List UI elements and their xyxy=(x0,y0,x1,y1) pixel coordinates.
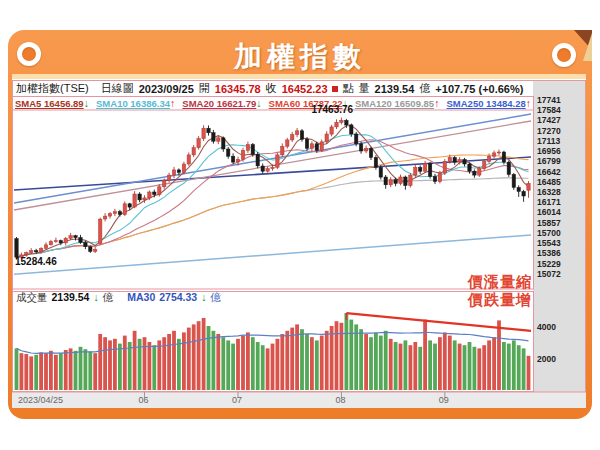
change-value: +107.75 (+0.66%) xyxy=(435,83,523,95)
price-axis-label: 15857 xyxy=(537,218,561,228)
price-axis-label: 16799 xyxy=(537,156,561,166)
sma-legend-item: SMA250 13484.28↑ xyxy=(446,97,530,109)
volume-header-unit: 億 xyxy=(103,291,114,305)
up-arrow-icon: ↑ xyxy=(526,97,531,109)
annotation-price-down-volume-up: 價跌量增 xyxy=(468,291,532,310)
price-axis-label: 17741 xyxy=(537,95,561,105)
x-axis-label: 2023/04/25 xyxy=(18,395,63,405)
volume-label: 量 xyxy=(359,81,370,96)
low-price-label: 15284.46 xyxy=(15,256,57,267)
sma-legend-item: SMA20 16621.79↓ xyxy=(182,97,261,109)
volume-ma-value: 2754.33 xyxy=(159,291,197,305)
volume-header-label: 成交量 xyxy=(16,291,48,305)
price-axis-label: 16328 xyxy=(537,187,561,197)
price-axis-label: 16171 xyxy=(537,197,561,207)
binder-ring-left-icon xyxy=(17,42,41,66)
quote-date: 2023/09/25 xyxy=(139,83,194,95)
volume-axis-label: 2000 xyxy=(537,354,556,364)
page-title: 加權指數 xyxy=(0,38,600,76)
status-square-icon xyxy=(332,86,338,92)
volume-ma-label: MA30 xyxy=(127,291,155,305)
quote-info-row: 加權指數(TSE) 日線圖 2023/09/25 開 16345.78 收 16… xyxy=(16,82,536,95)
price-axis-label: 16642 xyxy=(537,167,561,177)
price-axis-label: 17270 xyxy=(537,126,561,136)
volume-value: 2139.54 xyxy=(375,83,415,95)
close-label: 收 xyxy=(266,81,277,96)
page: 加權指數 加權指數(TSE) 日線圖 2023/09/25 開 16345.78… xyxy=(0,0,600,450)
price-axis-label: 16956 xyxy=(537,146,561,156)
binder-ring-right-icon xyxy=(552,43,576,67)
period-label: 日線圖 xyxy=(101,81,134,96)
x-axis-label: 06 xyxy=(138,395,148,405)
up-arrow-icon: ↑ xyxy=(170,97,175,109)
annotation-price-up-volume-down: 價漲量縮 xyxy=(468,273,532,292)
x-axis-label: 07 xyxy=(232,395,242,405)
down-arrow-icon: ↓ xyxy=(84,97,89,109)
volume-header-value: 2139.54 xyxy=(52,291,90,305)
close-value: 16452.23 xyxy=(282,83,328,95)
volume-axis-label: 4000 xyxy=(537,322,556,332)
price-axis-label: 17427 xyxy=(537,115,561,125)
price-axis-label: 16485 xyxy=(537,177,561,187)
up-arrow-icon: ↑ xyxy=(434,97,439,109)
index-name: 加權指數(TSE) xyxy=(16,81,89,96)
high-price-label: 17463.76 xyxy=(311,104,353,115)
down-arrow-icon: ↓ xyxy=(256,97,261,109)
price-axis-label: 16014 xyxy=(537,207,561,217)
chart-plot xyxy=(12,80,586,409)
volume-ma-down-arrow-icon: ↓ xyxy=(201,291,206,305)
price-axis-label: 15700 xyxy=(537,228,561,238)
price-axis-label: 15543 xyxy=(537,238,561,248)
x-axis-label: 08 xyxy=(335,395,345,405)
volume-ma-unit: 億 xyxy=(210,291,221,305)
price-axis-label: 17113 xyxy=(537,136,560,146)
sma-legend-item: SMA120 16509.85↑ xyxy=(355,97,439,109)
volume-header: 成交量 2139.54 ↓ 億 MA30 2754.33 ↓ 億 xyxy=(16,291,225,305)
open-label: 開 xyxy=(199,81,210,96)
volume-down-arrow-icon: ↓ xyxy=(93,291,98,305)
price-axis-label: 15386 xyxy=(537,248,561,258)
price-axis-label: 15072 xyxy=(537,269,561,279)
price-axis-label: 15229 xyxy=(537,259,561,269)
sma-legend-item: SMA10 16386.34↑ xyxy=(96,97,175,109)
sma-legend-item: SMA5 16456.89↓ xyxy=(15,97,89,109)
price-axis-label: 17584 xyxy=(537,105,561,115)
sma-legend-row: SMA5 16456.89↓ SMA10 16386.34↑ SMA20 16621… xyxy=(15,97,531,109)
x-axis-label: 09 xyxy=(439,395,449,405)
open-value: 16345.78 xyxy=(215,83,261,95)
point-label: 點 xyxy=(343,81,354,96)
volume-unit: 億 xyxy=(419,81,430,96)
